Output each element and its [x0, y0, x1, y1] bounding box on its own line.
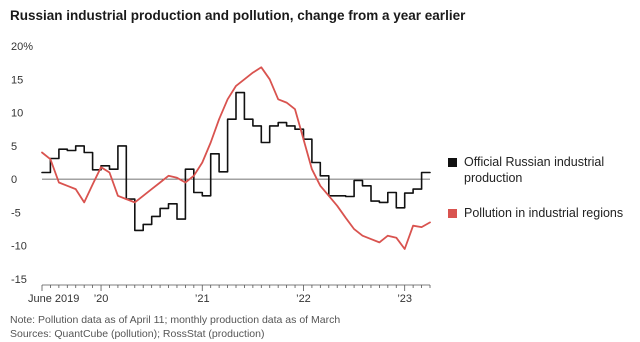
y-tick-label: -5 — [11, 207, 21, 219]
y-tick-label: -15 — [11, 274, 27, 286]
series-layer — [41, 66, 431, 250]
series-line-production — [41, 91, 431, 232]
legend-swatch-pollution — [448, 209, 457, 218]
legend-swatch-production — [448, 158, 457, 167]
x-tick-label: June 2019 — [28, 293, 79, 305]
x-tick-label: ’23 — [397, 293, 412, 305]
chart-sources: Sources: QuantCube (pollution); RossStat… — [10, 328, 265, 340]
y-tick-label: 10 — [11, 108, 23, 120]
x-axis: June 2019 ’20 ’21 ’22 ’23 — [28, 284, 431, 305]
y-tick-label: -10 — [11, 241, 27, 253]
y-axis: 20% 15 10 5 0 -5 -10 -15 — [11, 41, 430, 286]
x-tick-label: ’21 — [195, 293, 210, 305]
x-tick-label: ’20 — [94, 293, 109, 305]
series-line-pollution — [41, 66, 431, 250]
x-tick-label: ’22 — [296, 293, 311, 305]
chart-note: Note: Pollution data as of April 11; mon… — [10, 314, 341, 326]
y-tick-label: 15 — [11, 74, 23, 86]
legend-label-pollution: Pollution in industrial regions — [464, 206, 624, 220]
legend-label-production: Official Russian industrial production — [464, 155, 605, 185]
y-tick-label: 0 — [11, 174, 17, 186]
y-tick-label: 20% — [11, 41, 33, 53]
y-tick-label: 5 — [11, 141, 17, 153]
chart-title: Russian industrial production and pollut… — [10, 8, 466, 23]
